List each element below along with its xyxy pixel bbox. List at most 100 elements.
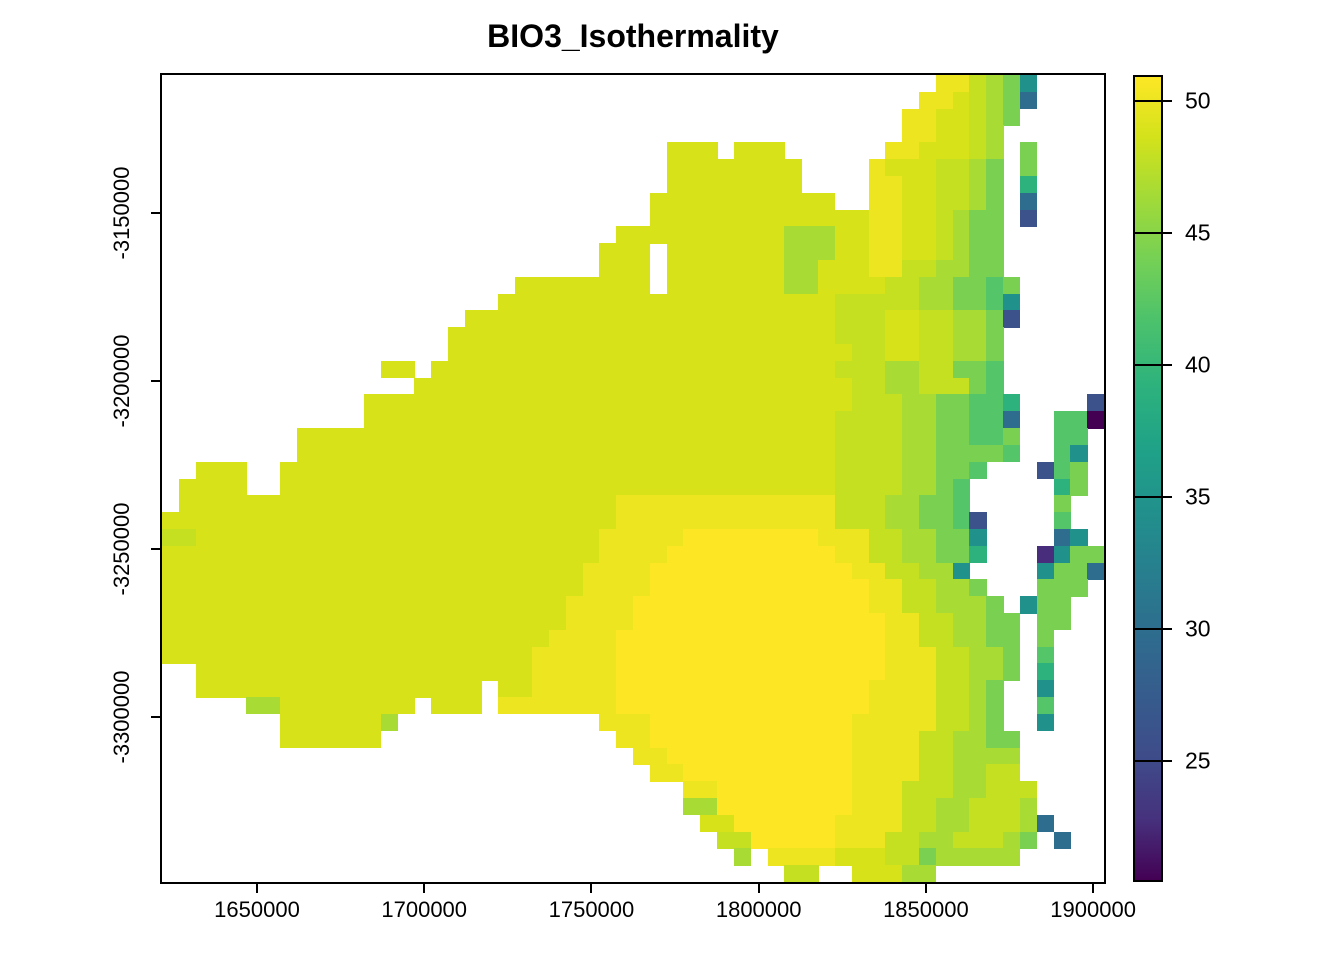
- raster-cell: [868, 545, 903, 564]
- raster-cell: [1036, 596, 1071, 614]
- raster-cell: [1053, 512, 1071, 530]
- raster-cell: [918, 310, 954, 328]
- raster-cell: [868, 226, 903, 244]
- raster-cell: [1036, 680, 1055, 698]
- raster-cell: [717, 781, 853, 799]
- raster-cell: [784, 226, 836, 244]
- raster-cell: [969, 226, 1004, 244]
- raster-cell: [1070, 528, 1088, 547]
- raster-cell: [935, 428, 970, 446]
- raster-cell: [666, 142, 718, 160]
- raster-cell: [935, 478, 954, 496]
- raster-cell: [851, 394, 903, 412]
- x-axis-tick-label: 1650000: [214, 897, 300, 922]
- raster-cell: [1087, 562, 1104, 580]
- raster-cell: [1036, 697, 1055, 715]
- raster-cell: [868, 259, 903, 278]
- raster-cell: [162, 562, 584, 580]
- raster-cell: [330, 428, 836, 446]
- raster-cell: [1053, 411, 1088, 429]
- raster-cell: [902, 428, 937, 446]
- raster-cell: [952, 293, 987, 311]
- raster-cell: [902, 461, 937, 479]
- y-axis-tick: [151, 548, 160, 551]
- raster-cell: [666, 159, 802, 177]
- raster-cell: [969, 125, 987, 143]
- raster-cell: [195, 461, 247, 479]
- raster-cell: [1036, 629, 1055, 648]
- raster-cell: [851, 344, 886, 362]
- raster-cell: [616, 680, 869, 698]
- raster-cell: [918, 344, 954, 362]
- raster-cell: [952, 747, 987, 765]
- raster-cell: [834, 226, 869, 244]
- raster-cell: [969, 797, 1021, 816]
- raster-cell: [1019, 209, 1038, 227]
- raster-cell: [969, 75, 987, 93]
- raster-cell: [498, 293, 836, 311]
- colorbar-tick-label: 35: [1185, 483, 1211, 510]
- raster-cell: [902, 579, 937, 597]
- raster-cell: [935, 209, 954, 227]
- raster-cell: [1036, 545, 1055, 564]
- raster-cell: [918, 377, 970, 395]
- raster-cell: [1003, 444, 1021, 463]
- x-axis-tick: [423, 884, 426, 893]
- raster-cell: [532, 680, 617, 698]
- raster-cell: [952, 512, 970, 530]
- raster-cell: [633, 613, 886, 631]
- raster-cell: [902, 545, 937, 564]
- raster-cell: [986, 613, 1021, 631]
- raster-cell: [986, 327, 1004, 345]
- raster-cell: [666, 276, 785, 295]
- raster-cell: [902, 209, 937, 227]
- raster-cell: [986, 75, 1004, 93]
- raster-cell: [363, 411, 836, 429]
- raster-cell: [969, 461, 987, 479]
- raster-cell: [868, 596, 903, 614]
- y-axis-tick-label: -3250000: [109, 502, 134, 596]
- raster-cell: [986, 596, 1004, 614]
- x-axis-tick-label: 1900000: [1050, 897, 1136, 922]
- raster-cell: [515, 276, 651, 295]
- raster-cell: [1053, 831, 1071, 849]
- raster-cell: [1019, 831, 1038, 849]
- raster-cell: [1070, 444, 1088, 463]
- raster-cell: [952, 243, 970, 261]
- raster-cell: [1036, 613, 1071, 631]
- raster-cell: [548, 629, 617, 648]
- raster-cell: [1003, 108, 1021, 126]
- raster-cell: [986, 125, 1004, 143]
- colorbar-tick: [1163, 364, 1172, 367]
- raster-cell: [918, 327, 954, 345]
- raster-cell: [868, 175, 903, 194]
- colorbar-gradient: [1133, 75, 1163, 882]
- raster-cell: [952, 781, 987, 799]
- raster-cell: [633, 596, 869, 614]
- raster-cell: [818, 528, 869, 547]
- raster-cell: [363, 394, 853, 412]
- raster-cell: [902, 781, 954, 799]
- raster-cell: [616, 512, 836, 530]
- raster-cell: [834, 327, 886, 345]
- raster-cell: [986, 730, 1021, 748]
- raster-cell: [935, 125, 970, 143]
- raster-cell: [969, 175, 987, 194]
- raster-cell: [885, 159, 937, 177]
- colorbar-tick-line: [1133, 759, 1163, 762]
- y-axis-tick-label: -3300000: [109, 670, 134, 764]
- raster-cell: [1036, 663, 1055, 681]
- raster-cell: [717, 831, 752, 849]
- colorbar-tick: [1163, 627, 1172, 630]
- raster-cell: [952, 764, 987, 782]
- raster-cell: [935, 646, 970, 664]
- raster-cell: [162, 528, 197, 547]
- raster-cell: [633, 747, 668, 765]
- raster-cell: [683, 797, 718, 816]
- raster-cell: [447, 327, 836, 345]
- raster-cell: [935, 108, 970, 126]
- raster-cell: [616, 646, 886, 664]
- raster-cell: [969, 411, 1004, 429]
- raster-cell: [851, 377, 886, 395]
